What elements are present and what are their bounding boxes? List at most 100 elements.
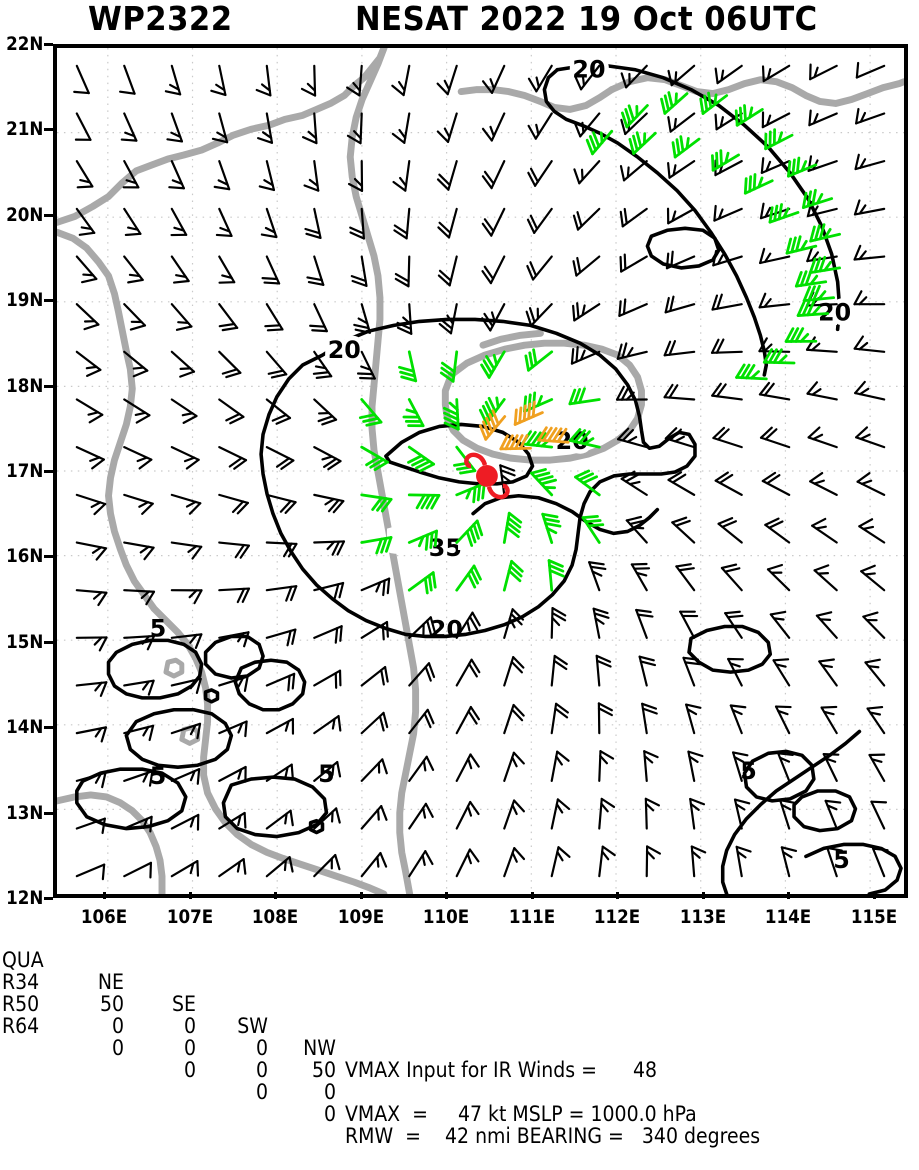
wind-barb — [124, 304, 145, 329]
wind-barb — [362, 579, 389, 595]
wind-barb — [529, 113, 552, 138]
wind-barb — [855, 382, 884, 400]
wind-barb — [314, 671, 340, 688]
wind-barb — [782, 847, 796, 876]
wind-barb — [483, 113, 504, 140]
wind-barb — [438, 113, 457, 141]
lat-tick-label: 17N — [6, 460, 43, 482]
wind-barb — [543, 514, 560, 542]
table-row: R34 50 0 0 50 — [0, 949, 919, 971]
wind-barb — [77, 399, 102, 422]
wind-barb — [457, 566, 481, 590]
wind-barb — [267, 719, 293, 734]
wind-barb — [714, 206, 741, 221]
wind-barb — [666, 297, 695, 313]
wind-barb — [858, 473, 885, 495]
wind-barb — [855, 246, 885, 260]
wind-barb — [409, 495, 439, 508]
wind-barb — [865, 660, 884, 686]
wind-barb — [77, 727, 106, 741]
wind-barb — [630, 133, 655, 154]
wind-field-map: 20 20 20 20 35 35 35 35 35 20 20 20 20 3… — [57, 48, 904, 894]
wind-barb — [871, 802, 886, 829]
wind-barb — [172, 209, 187, 235]
wind-barb — [618, 343, 647, 358]
wind-barb — [808, 382, 837, 399]
wind-barb — [124, 257, 142, 283]
map-plot-frame: 20 20 20 20 35 35 35 35 35 20 20 20 20 3… — [53, 44, 908, 898]
wind-barb — [589, 562, 605, 590]
wind-barb — [812, 519, 837, 543]
wind-barb — [172, 304, 192, 330]
wind-barb — [393, 113, 409, 142]
cell-se: 0 — [156, 1015, 196, 1037]
wind-barb — [665, 341, 695, 355]
wind-barb — [868, 707, 885, 733]
wind-barb — [632, 564, 649, 590]
wind-barb — [644, 751, 657, 781]
storm-id-label: WP2322 — [88, 0, 233, 38]
wind-barb — [219, 495, 248, 514]
wind-barb — [737, 365, 767, 379]
wind-barb — [810, 65, 837, 80]
cell-ne: 0 — [84, 1015, 124, 1037]
cell-sw: SW — [228, 1015, 268, 1037]
wind-barb — [859, 519, 884, 542]
contour-label-20-b: 20 — [818, 298, 851, 326]
wind-barb — [552, 704, 568, 733]
cell-se: 0 — [156, 1037, 196, 1059]
cell-extra: RMW = 42 nmi BEARING = 340 degrees — [345, 1125, 760, 1147]
wind-barb — [661, 93, 687, 114]
lon-tick-label: 108E — [252, 906, 298, 928]
wind-barb — [172, 447, 199, 468]
chart-title-bar: WP2322 NESAT 2022 19 Oct 06UTC — [0, 0, 919, 40]
wind-barb — [763, 473, 789, 495]
wind-barb — [457, 802, 479, 829]
wind-barb — [217, 209, 232, 236]
wind-barb — [77, 543, 106, 560]
wind-barb — [552, 656, 567, 686]
wind-barb — [712, 151, 738, 171]
wind-barb — [219, 767, 245, 782]
wind-barb — [362, 853, 386, 876]
wind-barb — [265, 304, 282, 330]
lat-tick-mark — [44, 726, 53, 729]
wind-barb — [219, 589, 249, 602]
wind-barb — [552, 799, 569, 828]
wind-barb — [552, 608, 565, 638]
contour-label-20-c: 20 — [328, 336, 361, 364]
wind-barb — [310, 304, 327, 331]
lon-tick-label: 106E — [81, 906, 127, 928]
wind-barb — [262, 209, 276, 237]
lat-tick-mark — [44, 555, 53, 558]
wind-barb — [362, 806, 387, 828]
wind-barb — [438, 209, 456, 238]
wind-barb — [765, 519, 789, 543]
wind-barb — [307, 257, 323, 285]
lon-tick-label: 109E — [338, 906, 384, 928]
wind-barb — [483, 209, 504, 236]
wind-barb — [573, 303, 599, 320]
cell-nw: 0 — [293, 1081, 336, 1103]
wind-barb — [167, 113, 181, 141]
wind-barb — [166, 66, 180, 95]
wind-barb — [77, 161, 93, 187]
lon-tick-label: 110E — [423, 906, 469, 928]
cell-sw: 0 — [228, 1081, 268, 1103]
wind-barb — [504, 561, 522, 590]
wind-barb — [621, 161, 647, 180]
wind-barb — [267, 630, 296, 646]
wind-barb — [483, 161, 504, 188]
wind-barb — [809, 428, 837, 448]
storm-parameter-table: QUA NE SE SW NW VMAX Input for IR Winds … — [0, 927, 919, 1014]
wind-barb — [668, 209, 694, 224]
cell-sw: 0 — [228, 1037, 268, 1059]
wind-barb — [77, 590, 107, 605]
wind-barb — [482, 304, 504, 330]
lat-tick-label: 22N — [6, 33, 43, 55]
lon-tick-label: 114E — [765, 906, 811, 928]
wind-barb — [810, 473, 837, 495]
lat-tick-mark — [44, 897, 53, 900]
lon-tick-mark — [787, 892, 790, 899]
wind-barb — [267, 447, 294, 469]
